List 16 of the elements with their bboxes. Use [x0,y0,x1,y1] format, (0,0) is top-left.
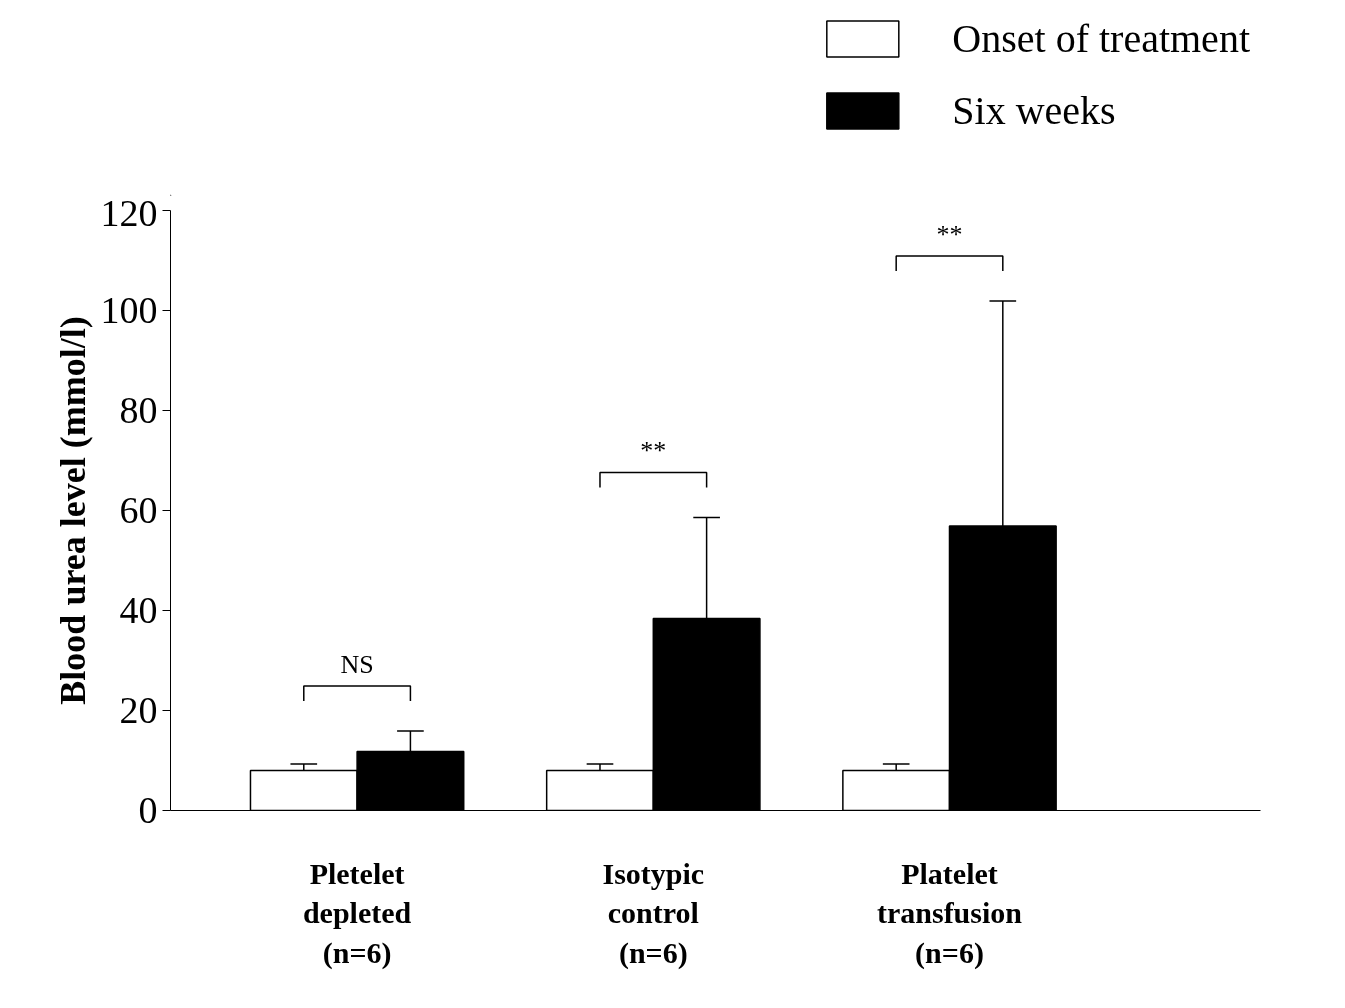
y-tick-label: 60 [119,489,158,531]
y-tick-label: 100 [100,289,158,331]
y-tick-label: 0 [138,789,158,831]
x-tick-label: Isotypic control (n=6) [602,856,705,970]
legend-label: Six weeks [952,87,1116,134]
y-tick-label: 80 [119,389,158,431]
y-tick-label: 20 [119,689,158,731]
legend-label: Onset of treatment [952,15,1250,62]
y-tick-label: 120 [100,191,158,234]
x-tick-label: Pletelet depleted (n=6) [302,856,412,970]
annotation: ** [936,219,963,249]
annotation: NS [340,649,374,679]
y-axis-title: Blood urea level (mmol/l) [52,316,93,705]
y-tick-label: 40 [119,589,158,631]
x-tick-label: Platelet transfusion (n=6) [876,856,1023,970]
annotation: ** [640,436,667,465]
